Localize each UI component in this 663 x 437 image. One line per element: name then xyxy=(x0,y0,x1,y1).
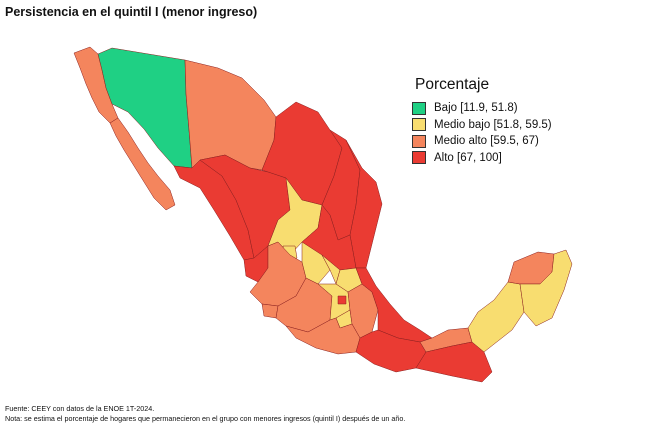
state-colima xyxy=(261,303,279,319)
legend-swatch-alto xyxy=(412,151,426,165)
legend-title: Porcentaje xyxy=(415,76,490,93)
legend-swatch-bajo xyxy=(412,101,426,115)
state-campeche xyxy=(467,281,525,353)
map-legend: Porcentaje Bajo [11.9, 51.8) Medio bajo … xyxy=(412,76,627,166)
mexico-states xyxy=(73,46,573,383)
footnotes: Fuente: CEEY con datos de la ENOE 1T-202… xyxy=(5,404,405,424)
legend-label-alto: Alto [67, 100] xyxy=(434,151,502,164)
method-note: Nota: se estima el porcentaje de hogares… xyxy=(5,414,406,423)
state-ciudad-de-mexico xyxy=(337,295,347,305)
state-baja-california-sur xyxy=(109,117,176,211)
legend-item-bajo: Bajo [11.9, 51.8) xyxy=(412,100,627,117)
legend-item-medio-bajo: Medio bajo [51.8, 59.5) xyxy=(412,117,627,134)
state-guerrero xyxy=(285,317,361,355)
legend-item-medio-alto: Medio alto [59.5, 67) xyxy=(412,133,627,150)
state-chiapas xyxy=(415,341,493,383)
state-quintana-roo xyxy=(519,249,573,327)
map-title: Persistencia en el quintil I (menor ingr… xyxy=(5,5,258,19)
source-note: Fuente: CEEY con datos de la ENOE 1T-202… xyxy=(5,404,155,413)
legend-label-bajo: Bajo [11.9, 51.8) xyxy=(434,102,518,115)
legend-item-alto: Alto [67, 100] xyxy=(412,150,627,167)
legend-swatch-medio-bajo xyxy=(412,118,426,132)
mexico-map xyxy=(73,46,573,383)
legend-label-medio-alto: Medio alto [59.5, 67) xyxy=(434,135,539,148)
legend-swatch-medio-alto xyxy=(412,134,426,148)
legend-label-medio-bajo: Medio bajo [51.8, 59.5) xyxy=(434,118,552,131)
state-chihuahua xyxy=(184,59,277,171)
map-panel: Porcentaje Bajo [11.9, 51.8) Medio bajo … xyxy=(0,22,663,397)
